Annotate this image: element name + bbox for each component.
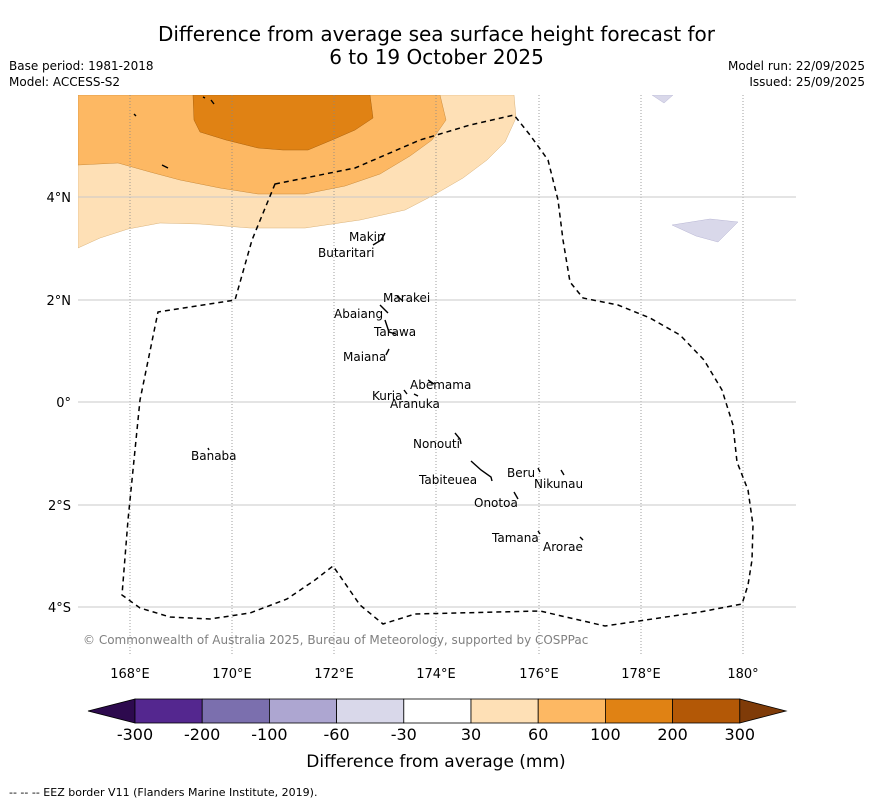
- island-label: Banaba: [191, 449, 237, 463]
- colorbar-tick-label: -100: [251, 725, 287, 744]
- colorbar-tick-label: 100: [590, 725, 621, 744]
- island-label: Aranuka: [390, 397, 440, 411]
- island-label: Abemama: [410, 378, 471, 392]
- island-label: Kuria: [372, 389, 403, 403]
- lon-tick-label: 180°: [727, 667, 758, 682]
- island-label: Abaiang: [334, 307, 383, 321]
- colorbar-tick-label: 30: [461, 725, 481, 744]
- lat-tick-label: 2°N: [47, 294, 72, 309]
- lat-tick-label: 4°N: [47, 191, 72, 206]
- model-run: Model run: 22/09/2025: [727, 59, 865, 73]
- island-label: Maiana: [343, 350, 386, 364]
- colorbar-cell: [336, 698, 405, 724]
- colorbar-tick-label: -300: [117, 725, 153, 744]
- eez-border: [121, 114, 754, 627]
- colorbar: -300 -200 -100 -60 -30 30 60 100 200 300: [87, 698, 788, 744]
- island-label: Beru: [507, 466, 535, 480]
- colorbar-label: Difference from average (mm): [306, 752, 565, 772]
- island-label: Tamana: [491, 531, 539, 545]
- anomaly-patch-negative-top: [651, 95, 674, 104]
- colorbar-cell: [201, 698, 270, 724]
- map-title-line2: 6 to 19 October 2025: [329, 45, 544, 69]
- colorbar-cell: [268, 698, 337, 724]
- island-label: Butaritari: [318, 246, 375, 260]
- island-label: Onotoa: [474, 496, 518, 510]
- anomaly-band-100-200: [192, 95, 374, 151]
- anomaly-patch-negative: [671, 218, 739, 243]
- colorbar-tick-label: 60: [528, 725, 548, 744]
- base-period: Base period: 1981-2018: [9, 59, 154, 73]
- copyright-notice: © Commonwealth of Australia 2025, Bureau…: [83, 633, 588, 647]
- longitude-tick-labels: 168°E 170°E 172°E 174°E 176°E 178°E 180°: [110, 667, 758, 682]
- lat-tick-label: 2°S: [48, 499, 71, 514]
- colorbar-tick-label: -60: [324, 725, 350, 744]
- island-label: Tarawa: [373, 325, 416, 339]
- grid-lines: [129, 95, 744, 655]
- map-title-line1: Difference from average sea surface heig…: [157, 22, 716, 46]
- model-name: Model: ACCESS-S2: [9, 75, 121, 89]
- latitude-lines: [78, 196, 796, 608]
- lon-tick-label: 176°E: [519, 667, 559, 682]
- island-label: Marakei: [383, 291, 430, 305]
- eez-footnote: -- -- -- EEZ border V11 (Flanders Marine…: [9, 786, 318, 799]
- lon-tick-label: 172°E: [314, 667, 354, 682]
- island-label: Nonouti: [413, 437, 460, 451]
- colorbar-cell: [537, 698, 606, 724]
- island-labels: Makin Butaritari Marakei Abaiang Tarawa …: [191, 230, 583, 554]
- issued-date: Issued: 25/09/2025: [749, 75, 865, 89]
- lon-tick-label: 168°E: [110, 667, 150, 682]
- colorbar-cell: [605, 698, 674, 724]
- colorbar-cell: [672, 698, 741, 724]
- colorbar-tick-label: 300: [725, 725, 756, 744]
- colorbar-extend-max: [739, 698, 788, 724]
- colorbar-cell: [403, 698, 472, 724]
- lon-tick-label: 178°E: [621, 667, 661, 682]
- colorbar-tick-label: -200: [184, 725, 220, 744]
- island-label: Nikunau: [534, 477, 583, 491]
- island-label: Makin: [349, 230, 385, 244]
- colorbar-cell: [134, 698, 203, 724]
- lat-tick-label: 0°: [56, 396, 71, 411]
- sea-height-field: [78, 95, 796, 655]
- island-label: Arorae: [543, 540, 583, 554]
- colorbar-cell: [470, 698, 539, 724]
- island-label: Tabiteuea: [418, 473, 477, 487]
- lon-tick-label: 170°E: [212, 667, 252, 682]
- colorbar-extend-min: [87, 698, 136, 724]
- lat-tick-label: 4°S: [48, 601, 71, 616]
- colorbar-tick-label: 200: [657, 725, 688, 744]
- latitude-tick-labels: 4°N 2°N 0° 2°S 4°S: [47, 191, 72, 616]
- atolls: [133, 96, 584, 541]
- lon-tick-label: 174°E: [416, 667, 456, 682]
- colorbar-tick-label: -30: [391, 725, 417, 744]
